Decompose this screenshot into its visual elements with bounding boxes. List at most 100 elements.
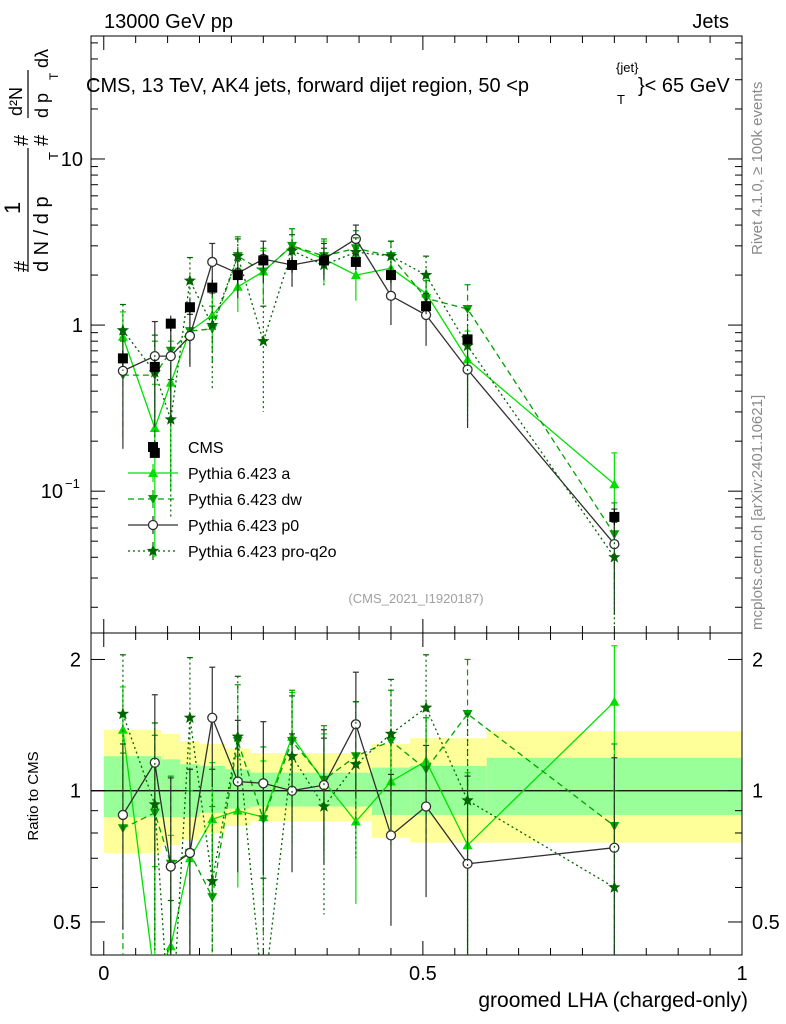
- data-point: [350, 270, 361, 280]
- header-energy-label: 13000 GeV pp: [104, 11, 233, 33]
- cms-data-point: [318, 255, 329, 266]
- cms-data-point: [232, 270, 243, 281]
- data-point: [149, 423, 160, 433]
- ratio-y-tick-label-left: 0.5: [53, 912, 81, 934]
- y-tick-label: 10: [41, 481, 63, 503]
- main-plot-area: [116, 224, 621, 629]
- ratio-y-tick-label-right: 0.5: [752, 912, 780, 934]
- cms-data-point: [165, 318, 176, 329]
- cms-data-point: [207, 282, 218, 293]
- series-line-pythia-6-423-pro-q2o: [122, 706, 615, 955]
- cms-data-point: [149, 361, 160, 372]
- legend-label: Pythia 6.423 p0: [188, 518, 299, 535]
- legend: CMS Pythia 6.423 a Pythia 6.423 dw Pythia 6…: [128, 440, 337, 561]
- legend-marker: [147, 519, 159, 531]
- data-point: [150, 974, 160, 983]
- legend-label: CMS: [188, 440, 224, 457]
- cms-data-point: [258, 255, 269, 266]
- ratio-y-axis-label: Ratio to CMS: [25, 751, 42, 840]
- data-point: [184, 330, 196, 342]
- data-point: [257, 994, 269, 1006]
- legend-entry: Pythia 6.423 a: [128, 464, 290, 483]
- x-tick-label: 0.5: [409, 963, 437, 985]
- series-line-pythia-6-423-pro-q2o: [122, 249, 615, 558]
- legend-marker: [148, 468, 158, 477]
- header-process-label: Jets: [692, 11, 729, 33]
- data-point: [257, 334, 270, 347]
- legend-entry: CMS: [148, 440, 224, 457]
- data-point: [258, 778, 269, 789]
- data-point: [231, 730, 244, 742]
- data-point: [384, 727, 398, 740]
- data-point: [385, 830, 397, 841]
- data-point: [116, 707, 130, 720]
- legend-entry: Pythia 6.423 dw: [128, 490, 302, 509]
- ratio-y-tick-label-left: 2: [70, 649, 81, 671]
- data-point: [165, 861, 176, 872]
- data-point: [385, 290, 397, 301]
- y-tick-label: 10: [61, 149, 83, 171]
- cms-data-point: [609, 511, 620, 522]
- cms-data-point: [149, 447, 160, 458]
- cms-data-point: [184, 302, 195, 313]
- plot-title-main: CMS, 13 TeV, AK4 jets, forward dijet reg…: [86, 75, 529, 97]
- ratio-plot-frame: [90, 632, 743, 956]
- data-point: [420, 801, 432, 812]
- ylabel-hash-3: #: [31, 134, 53, 146]
- data-point: [349, 245, 362, 258]
- legend-marker: [148, 495, 158, 504]
- legend-marker-cms: [148, 442, 158, 452]
- plot-title-subscript: T: [617, 92, 625, 107]
- y-tick-label: 1: [72, 315, 83, 337]
- data-point: [419, 268, 433, 281]
- ratio-y-tick-label-right: 2: [752, 649, 763, 671]
- ylabel-hash-1: #: [11, 260, 33, 272]
- legend-label: Pythia 6.423 pro-q2o: [188, 544, 337, 561]
- data-point: [231, 249, 244, 262]
- data-point: [608, 881, 621, 893]
- x-axis-label: groomed LHA (charged-only): [478, 989, 748, 1012]
- plot-title-tail: }< 65 GeV: [638, 75, 730, 97]
- cms-data-point: [462, 334, 473, 345]
- data-point: [384, 249, 398, 262]
- data-point: [350, 816, 361, 826]
- data-point: [207, 712, 218, 723]
- series-line-pythia-6-423-a: [122, 245, 615, 485]
- ylabel-dn-dpt: d N / d p: [31, 196, 53, 272]
- legend-entry: Pythia 6.423 p0: [128, 516, 299, 535]
- data-point: [609, 696, 620, 706]
- cms-data-point: [385, 270, 396, 281]
- data-point: [385, 737, 396, 747]
- data-point: [206, 874, 219, 887]
- main-y-axis-label: # 1 d N / d p T # d²N # d p T dλ: [0, 49, 61, 272]
- data-point: [608, 550, 621, 563]
- data-point: [117, 724, 128, 734]
- plot-title-superscript: {jet}: [616, 60, 639, 75]
- x-tick-label: 0: [98, 963, 109, 985]
- data-point: [117, 809, 129, 821]
- ratio-axis-ticks: 0.5 0.5 1 1 2 2 0 0.5 1: [53, 633, 780, 985]
- ratio-y-tick-label-left: 1: [70, 781, 81, 803]
- data-point: [116, 323, 130, 336]
- rivet-version-label: Rivet 4.1.0, ≥ 100k events: [749, 82, 766, 255]
- legend-label: Pythia 6.423 dw: [188, 492, 302, 509]
- ylabel-dpt-2: d p: [32, 93, 52, 118]
- data-point: [317, 800, 331, 812]
- analysis-id-label: (CMS_2021_I1920187): [348, 591, 483, 606]
- data-point: [164, 413, 177, 425]
- data-point: [183, 711, 197, 723]
- data-point: [461, 793, 474, 806]
- ylabel-d2n: d²N: [6, 87, 26, 116]
- data-point: [207, 893, 218, 903]
- cms-data-point: [350, 256, 361, 267]
- data-point: [350, 719, 362, 730]
- data-point: [285, 749, 299, 762]
- ratio-y-tick-label-right: 1: [752, 781, 763, 803]
- data-point: [206, 318, 219, 331]
- data-point: [207, 256, 218, 268]
- legend-label: Pythia 6.423 a: [188, 466, 290, 483]
- data-point: [419, 701, 433, 713]
- ylabel-t-subscript-1: T: [46, 152, 61, 160]
- data-point: [183, 274, 197, 286]
